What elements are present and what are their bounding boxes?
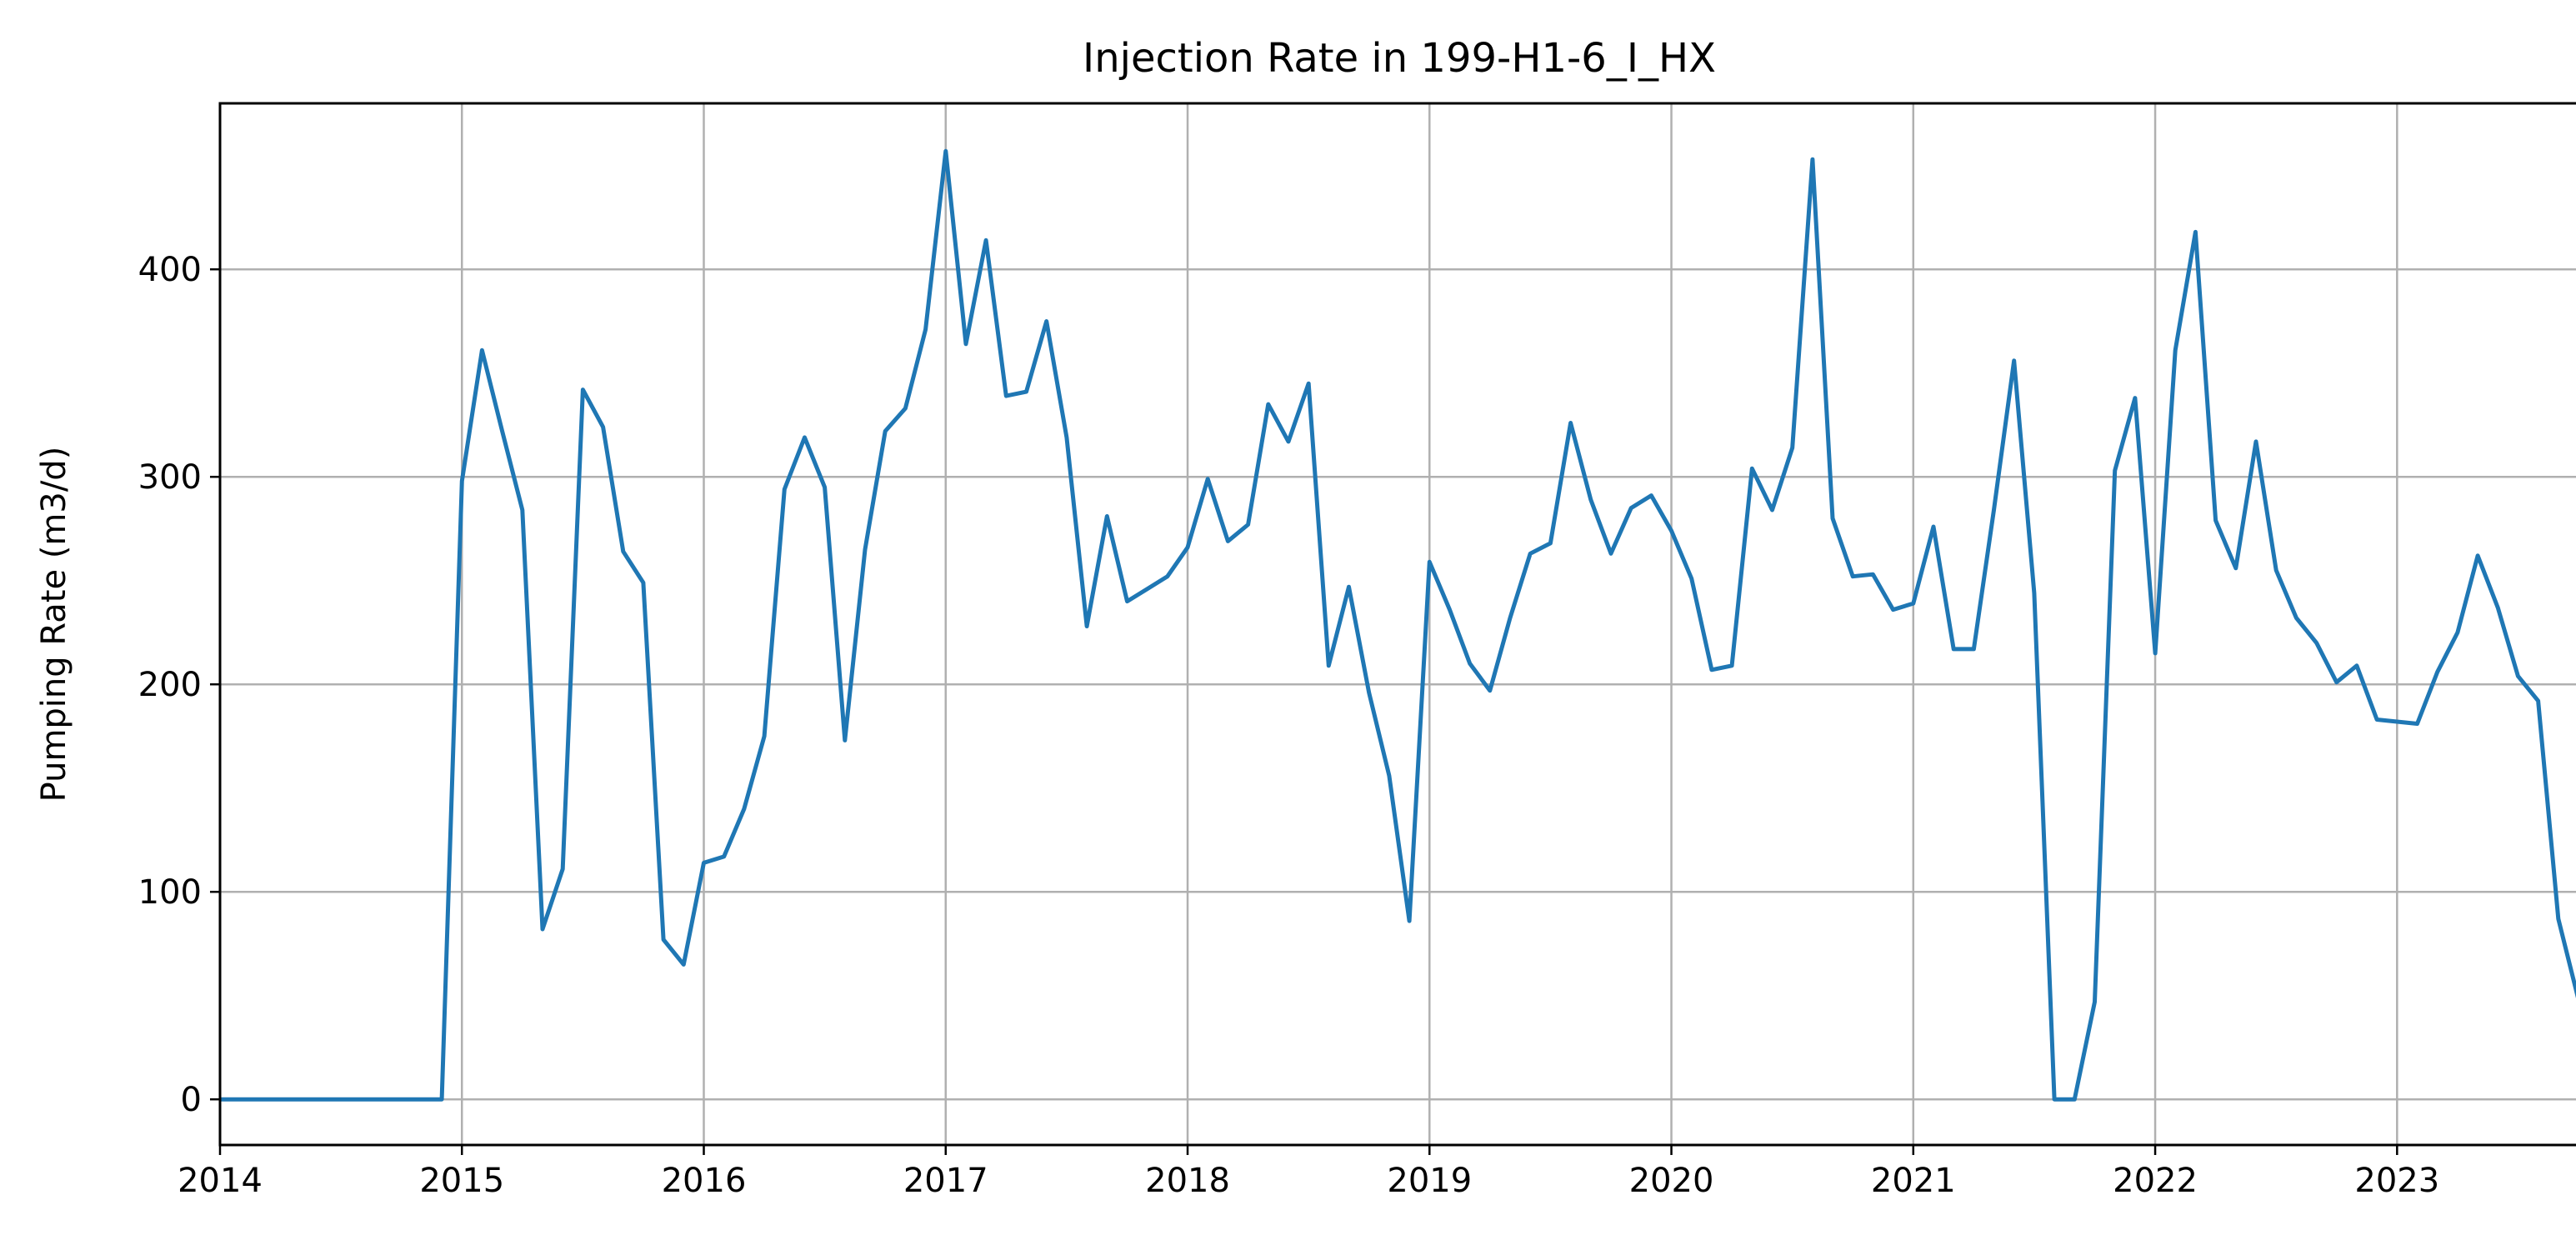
x-tick-label: 2022 [2113,1162,2198,1200]
y-tick-label: 100 [138,873,202,912]
x-tick-label: 2021 [1871,1162,1956,1200]
y-tick-label: 300 [138,458,202,497]
plot-frame [218,102,2576,1147]
series-line [220,148,2576,1102]
x-tick-label: 2019 [1387,1162,1472,1200]
x-tick-label: 2016 [662,1162,747,1200]
x-tick-label: 2018 [1145,1162,1230,1200]
y-axis-label: Pumping Rate (m3/d) [35,447,73,802]
y-tick-label: 0 [181,1081,202,1119]
x-tick-label: 2014 [178,1162,263,1200]
x-tick-label: 2017 [903,1162,988,1200]
chart-title: Injection Rate in 199-H1-6_I_HX [1083,35,1716,82]
y-tick-label: 400 [138,251,202,289]
x-tick-label: 2023 [2354,1162,2439,1200]
x-tick-label: 2015 [419,1162,504,1200]
series-layer [220,148,2576,1102]
x-tick-label: 2020 [1629,1162,1714,1200]
axis-ticks: 2014 2015 2016 2017 2018 2019 2020 2021 2022 2023… [138,251,2440,1200]
y-tick-label: 200 [138,666,202,704]
